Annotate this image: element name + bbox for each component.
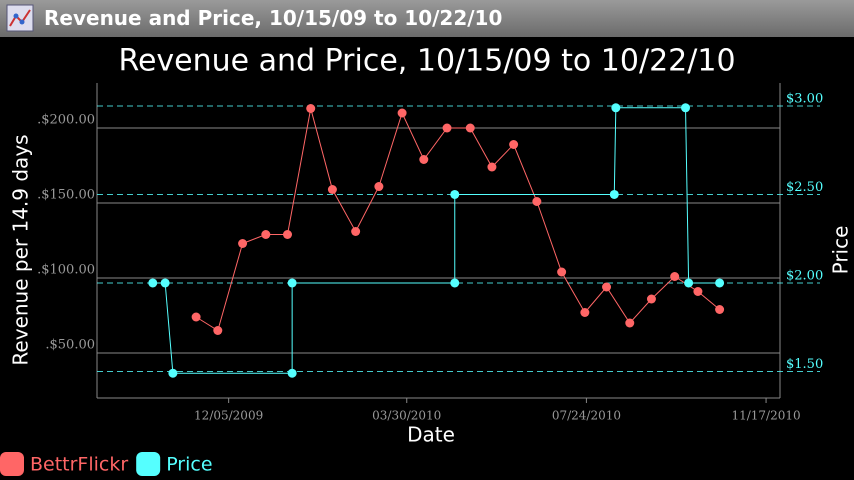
x-axis-label: Date: [407, 423, 455, 447]
data-point: [681, 103, 691, 113]
data-point: [532, 197, 542, 206]
data-point: [509, 140, 519, 149]
y-axis-label: Revenue per 14.9 days: [9, 134, 33, 365]
data-point: [160, 278, 170, 288]
data-point: [327, 185, 337, 194]
data-point: [419, 155, 429, 164]
y2-tick-label: $1.50: [786, 357, 823, 372]
y-tick-label: .$150.00: [37, 188, 95, 203]
data-point: [670, 272, 680, 281]
data-point: [693, 287, 703, 296]
data-point: [450, 278, 460, 288]
data-point: [397, 108, 407, 118]
legend-swatch: [0, 452, 24, 476]
data-point: [684, 278, 694, 288]
data-point: [306, 104, 316, 113]
y-tick-label: .$100.00: [37, 263, 95, 278]
app-icon: [6, 4, 34, 32]
y-tick-label: .$200.00: [37, 113, 95, 128]
legend-label: BettrFlickr: [30, 454, 128, 476]
data-point: [287, 278, 297, 288]
data-point: [557, 267, 567, 277]
data-point: [646, 294, 656, 304]
data-point: [625, 318, 635, 328]
x-tick-label: 12/05/2009: [194, 409, 263, 423]
y2-axis-label: Price: [829, 226, 853, 275]
data-point: [238, 239, 248, 248]
data-point: [374, 182, 384, 191]
data-point: [442, 123, 452, 133]
data-point: [261, 230, 271, 239]
data-point: [609, 189, 619, 199]
y2-tick-label: $2.00: [786, 268, 823, 283]
data-point: [213, 326, 223, 335]
data-point: [611, 103, 621, 113]
data-point: [465, 123, 475, 133]
legend-label: Price: [166, 454, 212, 476]
data-point: [487, 162, 497, 172]
data-point: [580, 308, 590, 317]
y-tick-label: .$50.00: [45, 338, 95, 353]
data-point: [351, 227, 361, 236]
x-tick-label: 07/24/2010: [552, 409, 621, 423]
data-point: [715, 305, 725, 314]
data-point: [287, 368, 297, 378]
y2-tick-label: $2.50: [786, 180, 823, 195]
data-point: [602, 282, 612, 292]
series-line: [195, 108, 720, 332]
data-point: [168, 368, 178, 378]
data-point: [148, 278, 158, 288]
legend-swatch: [136, 452, 161, 476]
data-point: [191, 312, 201, 322]
x-tick-label: 11/17/2010: [731, 409, 800, 423]
y2-tick-label: $3.00: [786, 92, 823, 107]
chart-title: Revenue and Price, 10/15/09 to 10/22/10: [118, 44, 735, 79]
data-point: [282, 230, 292, 239]
app-bar: Revenue and Price, 10/15/09 to 10/22/10: [0, 0, 854, 37]
data-point: [450, 189, 460, 199]
x-tick-label: 03/30/2010: [372, 409, 441, 423]
app-title: Revenue and Price, 10/15/09 to 10/22/10: [44, 6, 503, 30]
data-point: [715, 278, 725, 288]
series-line: [152, 107, 720, 374]
